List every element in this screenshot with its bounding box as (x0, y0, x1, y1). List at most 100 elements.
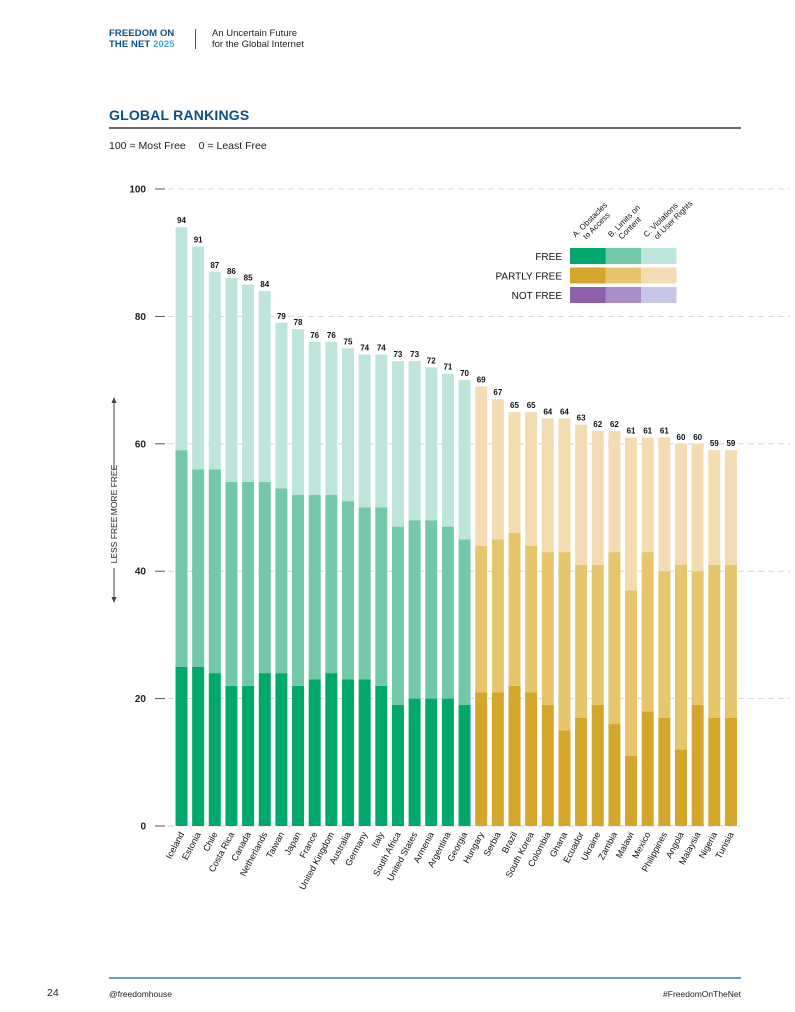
bar-segment-c (358, 354, 371, 508)
bar-segment-a (192, 666, 205, 826)
bar-segment-a (425, 698, 438, 826)
total-labels: 94 91 87 86 85 84 79 78 76 76 75 74 74 73 73 72 71 70 69 67… (177, 216, 736, 448)
scale-least: 0 = Least Free (198, 140, 267, 152)
side-axis-indicator: MORE FREE LESS FREE (109, 397, 119, 603)
bar-segment-c (375, 354, 388, 508)
subtitle-line2: for the Global Internet (212, 39, 304, 50)
total-label: 65 (510, 401, 519, 410)
bar-segment-c (258, 290, 271, 483)
bar-group (425, 367, 438, 826)
bar-group (308, 341, 321, 826)
bar-segment-b (591, 564, 604, 705)
bar-segment-a (508, 685, 521, 826)
bar-segment-c (724, 450, 737, 565)
bar-group (391, 360, 404, 826)
bar-segment-a (458, 704, 471, 826)
bar-group (175, 227, 188, 826)
more-free-label: MORE FREE (109, 464, 119, 515)
total-label: 60 (677, 433, 686, 442)
total-label: 59 (726, 439, 735, 448)
bar-segment-a (258, 673, 271, 826)
total-label: 71 (443, 363, 452, 372)
y-tick-label: 80 (135, 312, 147, 323)
bar-segment-b (325, 494, 338, 674)
hashtag: #FreedomOnTheNet (663, 989, 741, 999)
bar-segment-b (275, 488, 288, 674)
y-axis-ticks: 0 20 40 60 80 100 (129, 185, 165, 833)
bar-group (275, 322, 288, 826)
bar-group (242, 284, 255, 826)
total-label: 61 (643, 426, 652, 435)
total-label: 59 (710, 439, 719, 448)
total-label: 87 (210, 261, 219, 270)
bar-segment-c (575, 424, 588, 565)
bar-segment-a (242, 685, 255, 826)
bar-group (708, 450, 721, 826)
bar-segment-c (475, 386, 488, 546)
bar-segment-c (691, 443, 704, 572)
header-divider (195, 29, 196, 49)
bar-group (258, 290, 271, 826)
bar-segment-b (508, 532, 521, 686)
bar-segment-b (441, 526, 454, 699)
total-label: 60 (693, 433, 702, 442)
bar-segment-a (724, 717, 737, 826)
total-label: 76 (310, 331, 319, 340)
total-label: 61 (660, 426, 669, 435)
bar-segment-c (308, 341, 321, 495)
bar-group (441, 373, 454, 826)
total-label: 62 (610, 420, 619, 429)
bar-segment-a (691, 704, 704, 826)
bar-segment-b (408, 520, 421, 699)
total-label: 94 (177, 216, 186, 225)
bar-segment-a (608, 724, 621, 826)
bar-segment-a (342, 679, 354, 826)
bar-segment-c (175, 227, 188, 451)
bar-segment-a (525, 692, 538, 826)
total-label: 84 (260, 280, 269, 289)
bar-segment-c (242, 284, 255, 483)
bar-segment-b (558, 552, 571, 731)
total-label: 85 (244, 274, 253, 283)
section-title: GLOBAL RANKINGS (109, 107, 250, 123)
y-tick-label: 40 (135, 567, 147, 578)
bar-segment-b (425, 520, 438, 699)
bar-group (292, 329, 305, 826)
bar-group (525, 411, 538, 826)
bar-segment-b (491, 539, 504, 693)
bar-segment-c (608, 431, 621, 553)
bar-group (192, 246, 205, 826)
y-tick-label: 100 (129, 185, 146, 196)
bar-segment-a (292, 685, 305, 826)
bar-segment-a (391, 704, 404, 826)
bar-segment-a (408, 698, 421, 826)
total-label: 86 (227, 267, 236, 276)
bar-segment-c (425, 367, 438, 521)
total-label: 65 (527, 401, 536, 410)
section-divider (109, 127, 741, 129)
bar-segment-a (275, 673, 288, 826)
bar-segment-b (208, 469, 221, 674)
legend-swatch (570, 248, 606, 264)
bar-segment-c (541, 418, 554, 553)
brand-line2: THE NET (109, 39, 151, 50)
brand-year: 2025 (153, 39, 175, 50)
bar-segment-b (458, 539, 471, 705)
bar-segment-a (641, 711, 654, 826)
legend-swatch (641, 248, 677, 264)
bar-segment-b (225, 482, 238, 686)
bar-segment-c (658, 437, 671, 572)
bar-segment-c (391, 360, 404, 527)
bar-segment-a (575, 717, 588, 826)
legend-row-label: PARTLY FREE (495, 272, 562, 283)
bar-segment-a (375, 685, 388, 826)
bars (175, 227, 737, 826)
total-label: 64 (543, 407, 552, 416)
brand-logo: FREEDOM ON THE NET 2025 (109, 28, 175, 50)
bar-group (475, 386, 488, 826)
total-label: 70 (460, 369, 469, 378)
bar-group (641, 437, 654, 826)
bar-group (408, 360, 421, 826)
bar-segment-a (658, 717, 671, 826)
